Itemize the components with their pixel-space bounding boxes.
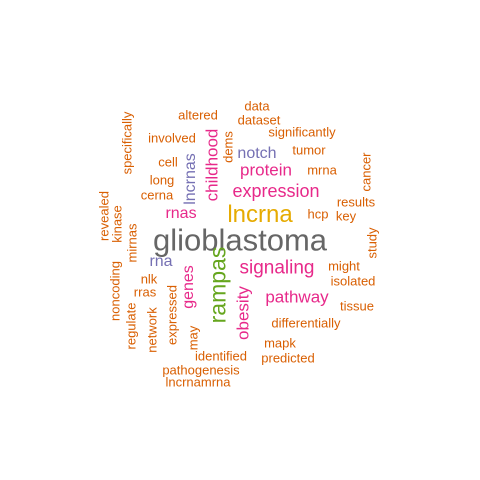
word-results: results <box>336 194 376 210</box>
word-protein: protein <box>240 160 292 180</box>
word-signaling: signaling <box>239 257 315 279</box>
word-dems: dems <box>220 131 236 163</box>
word-lncrna: lncrna <box>227 201 293 228</box>
word-mrna: mrna <box>307 162 337 178</box>
word-nlk: nlk <box>140 271 158 287</box>
word-dataset: dataset <box>237 112 281 128</box>
word-study: study <box>364 227 380 259</box>
word-mirnas: mirnas <box>124 223 140 263</box>
word-rampas: rampas <box>204 246 231 324</box>
word-altered: altered <box>178 107 218 123</box>
word-isolated: isolated <box>330 273 376 289</box>
word-cerna: cerna <box>140 187 174 203</box>
word-predicted: predicted <box>261 350 315 366</box>
word-long: long <box>149 172 175 188</box>
word-may: may <box>185 325 201 351</box>
word-might: might <box>328 258 360 274</box>
word-cell: cell <box>158 154 178 170</box>
word-childhood: childhood <box>202 128 222 202</box>
word-rna: rna <box>149 253 173 270</box>
word-key: key <box>335 208 357 224</box>
word-obesity: obesity <box>233 286 253 340</box>
word-kinase: kinase <box>109 205 125 243</box>
word-network: network <box>144 307 160 353</box>
word-mapk: mapk <box>264 335 296 351</box>
word-data: data <box>244 98 270 114</box>
word-lncrnas: lncrnas <box>182 153 199 205</box>
word-cancer: cancer <box>358 152 374 192</box>
word-differentially: differentially <box>271 315 341 331</box>
word-involved: involved <box>148 130 196 146</box>
word-notch: notch <box>237 145 277 162</box>
word-pathway: pathway <box>265 287 329 307</box>
word-rras: rras <box>133 284 157 300</box>
word-expression: expression <box>232 181 320 201</box>
word-specifically: specifically <box>119 111 135 175</box>
word-hcp: hcp <box>307 206 329 222</box>
word-genes: genes <box>180 265 197 309</box>
word-significantly: significantly <box>268 124 336 140</box>
word-identified: identified <box>194 348 248 364</box>
word-lncrnamrna: lncrnamrna <box>165 374 231 390</box>
word-tumor: tumor <box>292 142 326 158</box>
word-rnas: rnas <box>165 205 197 222</box>
word-pathogenesis: pathogenesis <box>162 362 240 378</box>
word-glioblastoma: glioblastoma <box>152 222 328 258</box>
word-regulate: regulate <box>123 302 139 350</box>
word-expressed: expressed <box>164 285 180 345</box>
word-noncoding: noncoding <box>107 261 123 321</box>
word-tissue: tissue <box>340 298 374 314</box>
